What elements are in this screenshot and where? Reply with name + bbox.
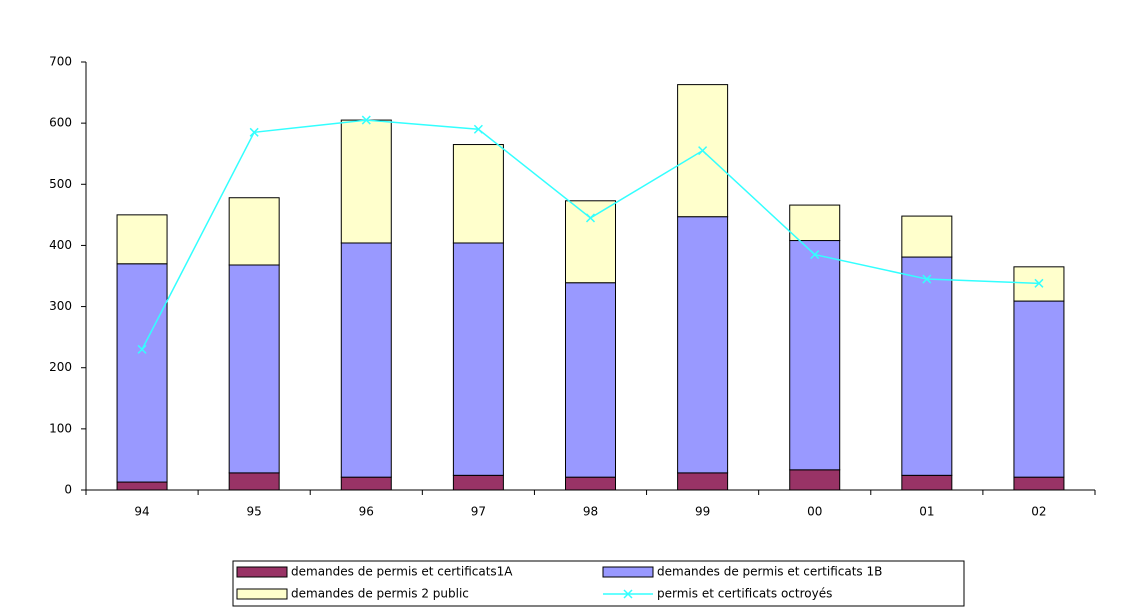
- bar: [789, 469, 841, 491]
- legend-label: demandes de permis et certificats 1B: [657, 565, 882, 579]
- bar: [228, 472, 280, 491]
- bar: [677, 472, 729, 491]
- y-tick-label: 600: [49, 116, 72, 130]
- legend-box: [232, 560, 965, 607]
- bar: [452, 242, 504, 476]
- marker: [249, 127, 259, 137]
- legend-swatch: [236, 566, 288, 578]
- bar: [901, 256, 953, 476]
- x-tick-label: 96: [359, 505, 374, 519]
- bar: [116, 481, 168, 491]
- bar: [901, 474, 953, 491]
- legend-label: permis et certificats octroyés: [657, 587, 832, 601]
- marker: [1034, 278, 1044, 288]
- bar: [565, 200, 616, 284]
- x-tick-label: 01: [919, 505, 934, 519]
- bar: [116, 263, 168, 483]
- marker: [137, 344, 147, 354]
- y-tick-label: 400: [49, 238, 72, 252]
- y-tick-label: 300: [49, 299, 72, 313]
- bar: [228, 264, 280, 474]
- marker: [585, 213, 596, 223]
- bar: [340, 242, 392, 478]
- x-tick-label: 02: [1031, 505, 1046, 519]
- x-tick-label: 98: [583, 505, 598, 519]
- bar: [677, 216, 729, 474]
- legend-swatch: [236, 588, 288, 600]
- marker: [473, 124, 483, 134]
- bar: [1013, 300, 1065, 478]
- marker: [361, 115, 371, 125]
- legend-label: demandes de permis 2 public: [291, 587, 469, 601]
- legend-label: demandes de permis et certificats1A: [291, 565, 513, 579]
- bar: [452, 474, 504, 491]
- bar: [565, 282, 616, 478]
- bar: [340, 476, 392, 491]
- bar: [1013, 476, 1065, 491]
- y-tick-label: 700: [49, 55, 72, 69]
- y-tick-label: 0: [64, 483, 72, 497]
- marker: [698, 146, 708, 156]
- bar: [452, 144, 504, 244]
- marker: [922, 274, 932, 284]
- x-tick-label: 99: [695, 505, 710, 519]
- bar: [565, 476, 616, 491]
- bar: [789, 240, 841, 471]
- x-tick-label: 95: [247, 505, 262, 519]
- x-tick-label: 94: [134, 505, 149, 519]
- legend-swatch: [602, 566, 654, 578]
- y-tick-label: 500: [49, 177, 72, 191]
- bar: [789, 204, 841, 242]
- bar: [228, 197, 280, 266]
- bar: [116, 214, 168, 265]
- x-tick-label: 97: [471, 505, 486, 519]
- marker: [810, 250, 820, 260]
- y-tick-label: 100: [49, 421, 72, 435]
- y-tick-label: 200: [49, 360, 72, 374]
- legend-swatch: [623, 589, 633, 599]
- x-tick-label: 00: [807, 505, 822, 519]
- bar: [901, 215, 953, 258]
- bar: [340, 119, 392, 244]
